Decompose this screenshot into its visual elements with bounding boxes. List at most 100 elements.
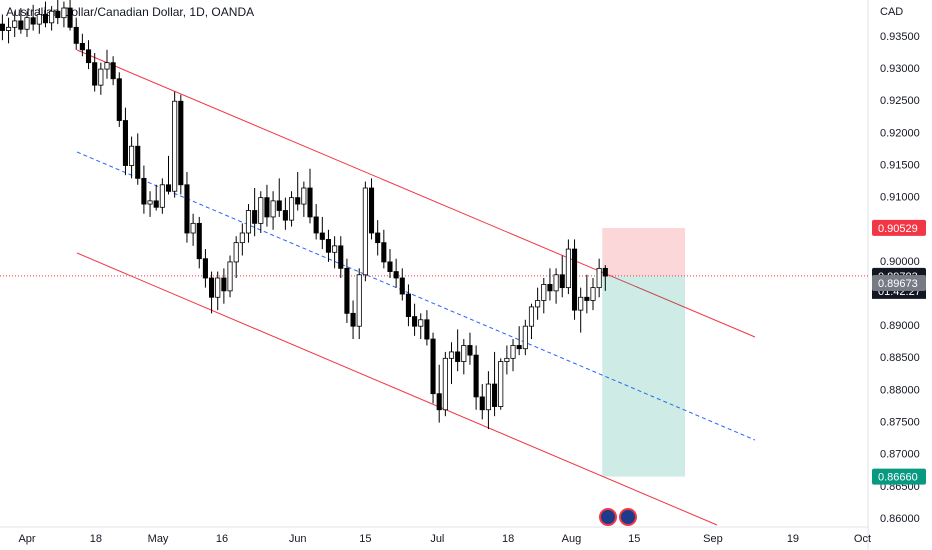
candle-body [313, 216, 319, 234]
y-tick-label: 0.93500 [880, 31, 920, 43]
y-tick-label: 0.92500 [880, 95, 920, 107]
candle-body [282, 210, 288, 221]
axis-currency: CAD [880, 6, 903, 18]
x-tick-label: 15 [359, 533, 371, 545]
candle-body [368, 187, 375, 234]
candle-body [479, 396, 485, 411]
candle-body [350, 312, 356, 327]
candle-body [85, 49, 92, 64]
x-tick-label: Sep [703, 533, 723, 545]
candle-body [338, 245, 344, 269]
candle-body [442, 357, 448, 411]
candle-body [190, 222, 196, 234]
candle-body [307, 187, 313, 218]
candle-body [67, 7, 73, 28]
price-label: 0.86660 [878, 472, 918, 484]
candle-body [233, 242, 239, 263]
candle-body [79, 42, 85, 51]
candle-body [356, 274, 362, 327]
price-label: 0.89673 [878, 278, 918, 290]
candle-body [36, 14, 42, 25]
y-tick-label: 0.88000 [880, 384, 920, 396]
position-stop-zone [602, 227, 685, 276]
candle-body [276, 200, 282, 211]
price-label-box [872, 274, 926, 291]
candle-body [122, 120, 128, 166]
y-tick-label: 0.86000 [880, 513, 920, 525]
candle-body [12, 20, 18, 28]
candle-body [24, 17, 30, 30]
candle-body [375, 232, 381, 244]
candle-body [147, 200, 153, 205]
candle-body [461, 345, 467, 362]
candle-body [430, 338, 436, 395]
candle-body [424, 319, 430, 340]
candle-body [412, 316, 418, 327]
y-tick-label: 0.91500 [880, 159, 920, 171]
price-label-box [872, 468, 926, 485]
candle-body [596, 267, 602, 289]
candle-body [295, 197, 301, 205]
event-flag[interactable] [599, 508, 617, 526]
candle-body [448, 351, 455, 359]
candle-body [522, 325, 528, 350]
candle-body [215, 277, 221, 298]
y-tick-label: 0.91000 [880, 192, 920, 204]
candle-body [541, 284, 547, 301]
candle-body [55, 10, 61, 19]
channel-middle [76, 151, 756, 441]
candle-body [202, 258, 208, 279]
x-tick-label: 18 [90, 533, 102, 545]
candle-body [578, 296, 584, 311]
candle-body [116, 78, 122, 121]
x-tick-label: May [148, 533, 169, 545]
candle-body [319, 232, 325, 240]
y-tick-label: 0.92000 [880, 127, 920, 139]
x-tick-label: 15 [628, 533, 640, 545]
candle-body [405, 293, 411, 317]
candle-body [584, 296, 590, 301]
candle-body [165, 184, 172, 192]
y-tick-label: 0.87000 [880, 449, 920, 461]
x-tick-label: Jun [289, 533, 307, 545]
y-tick-label: 0.89000 [880, 320, 920, 332]
event-flag[interactable] [619, 508, 637, 526]
candle-body [528, 306, 535, 327]
candle-body [221, 277, 227, 292]
candle-body [393, 271, 399, 279]
candle-body [42, 14, 49, 24]
candle-body [270, 200, 276, 218]
candle-body [135, 145, 141, 179]
x-tick-label: Apr [18, 533, 35, 545]
candle-body [492, 383, 498, 407]
candle-body [141, 177, 147, 205]
y-tick-label: 0.88500 [880, 352, 920, 364]
candle-body [510, 345, 516, 359]
candle-body [485, 383, 491, 411]
x-tick-label: 19 [787, 533, 799, 545]
candle-body [159, 184, 165, 208]
candle-body [73, 26, 79, 44]
candle-body [399, 277, 405, 295]
candle-body [5, 26, 12, 31]
y-tick-label: 0.90000 [880, 256, 920, 268]
candle-body [344, 267, 350, 314]
candle-body [553, 274, 559, 292]
candle-body [49, 10, 55, 24]
price-label-box [872, 219, 926, 236]
candle-body [565, 248, 571, 289]
position-target-zone [602, 275, 685, 477]
candle-body [172, 100, 178, 192]
x-tick-label: Jul [430, 533, 444, 545]
channel-drawings [76, 49, 756, 526]
x-tick-label: 18 [502, 533, 514, 545]
candle-body [245, 210, 252, 234]
y-tick-label: 0.93000 [880, 63, 920, 75]
candle-body [325, 239, 332, 253]
candle-body [184, 184, 190, 234]
candle-body [110, 62, 116, 80]
candle-body [153, 200, 159, 208]
price-label: 0.90529 [878, 223, 918, 235]
